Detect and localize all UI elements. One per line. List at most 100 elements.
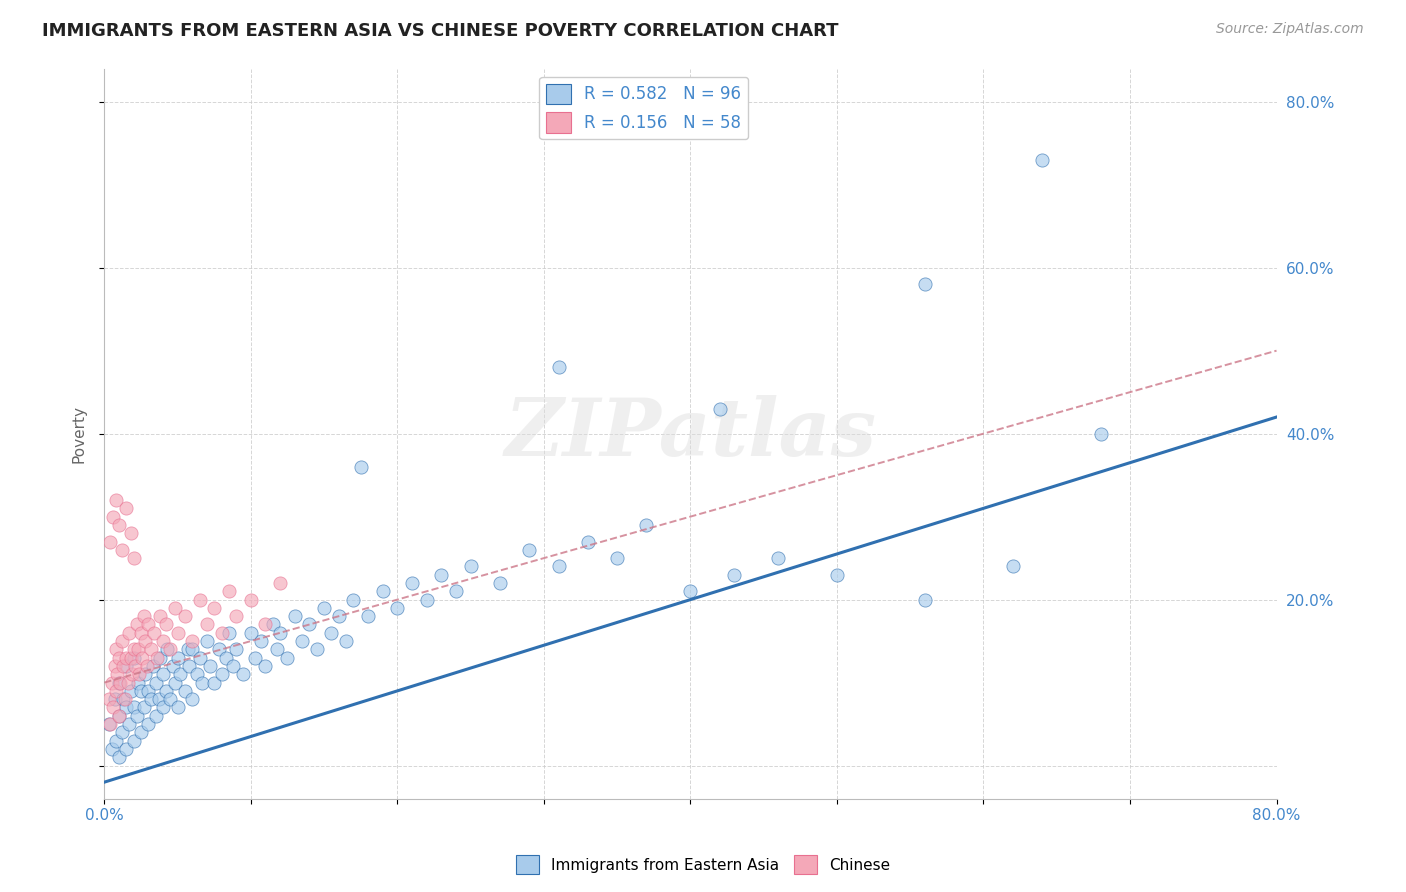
Point [124,659,146,673]
Point [825,567,848,582]
Point [239,592,262,607]
Point [142,659,165,673]
Point [149,650,172,665]
Point [115,501,138,516]
Point [222,659,245,673]
Point [401,576,423,591]
Point [207,642,229,657]
Point [103,659,125,673]
Point [108,675,131,690]
Point [108,650,131,665]
Point [132,609,155,624]
Point [101,700,124,714]
Point [152,700,174,714]
Point [723,567,745,582]
Point [254,617,277,632]
Point [108,708,131,723]
Point [173,609,195,624]
Point [191,675,214,690]
Point [129,625,152,640]
Point [143,625,166,640]
Point [547,559,569,574]
Point [122,551,145,566]
Point [342,592,364,607]
Point [118,625,141,640]
Point [120,526,142,541]
Point [1031,153,1053,167]
Point [169,667,191,681]
Point [136,717,159,731]
Point [132,700,155,714]
Point [108,708,131,723]
Point [112,692,135,706]
Y-axis label: Poverty: Poverty [72,405,86,463]
Point [211,625,233,640]
Point [357,609,380,624]
Point [239,625,262,640]
Point [335,634,357,648]
Point [517,542,540,557]
Point [141,642,163,657]
Point [269,576,291,591]
Point [135,659,157,673]
Point [198,659,221,673]
Point [314,601,336,615]
Point [444,584,467,599]
Point [141,692,163,706]
Point [100,675,122,690]
Point [120,650,142,665]
Point [98,534,121,549]
Point [276,650,298,665]
Point [914,592,936,607]
Point [136,684,159,698]
Point [97,692,120,706]
Point [115,650,138,665]
Text: ZIPatlas: ZIPatlas [505,395,876,473]
Point [291,634,314,648]
Point [250,634,273,648]
Point [121,667,143,681]
Point [108,750,131,764]
Point [131,650,153,665]
Point [166,700,188,714]
Point [122,650,145,665]
Point [105,642,128,657]
Point [328,609,350,624]
Point [159,692,181,706]
Point [321,625,343,640]
Point [1001,559,1024,574]
Point [128,667,150,681]
Point [148,692,170,706]
Point [122,642,145,657]
Point [186,667,208,681]
Point [415,592,437,607]
Point [1090,426,1112,441]
Point [122,733,145,747]
Point [298,617,321,632]
Point [225,642,247,657]
Point [129,725,152,739]
Point [245,650,267,665]
Point [430,567,453,582]
Point [215,650,238,665]
Point [127,675,149,690]
Point [152,634,174,648]
Point [97,717,120,731]
Point [108,517,131,532]
Point [145,675,167,690]
Point [115,700,138,714]
Point [127,642,149,657]
Point [134,634,156,648]
Point [179,659,201,673]
Point [105,684,128,698]
Point [155,684,177,698]
Point [195,617,218,632]
Point [350,459,373,474]
Point [149,609,172,624]
Text: IMMIGRANTS FROM EASTERN ASIA VS CHINESE POVERTY CORRELATION CHART: IMMIGRANTS FROM EASTERN ASIA VS CHINESE … [42,22,839,40]
Point [156,642,179,657]
Point [114,692,136,706]
Point [145,708,167,723]
Point [254,659,277,673]
Point [181,634,204,648]
